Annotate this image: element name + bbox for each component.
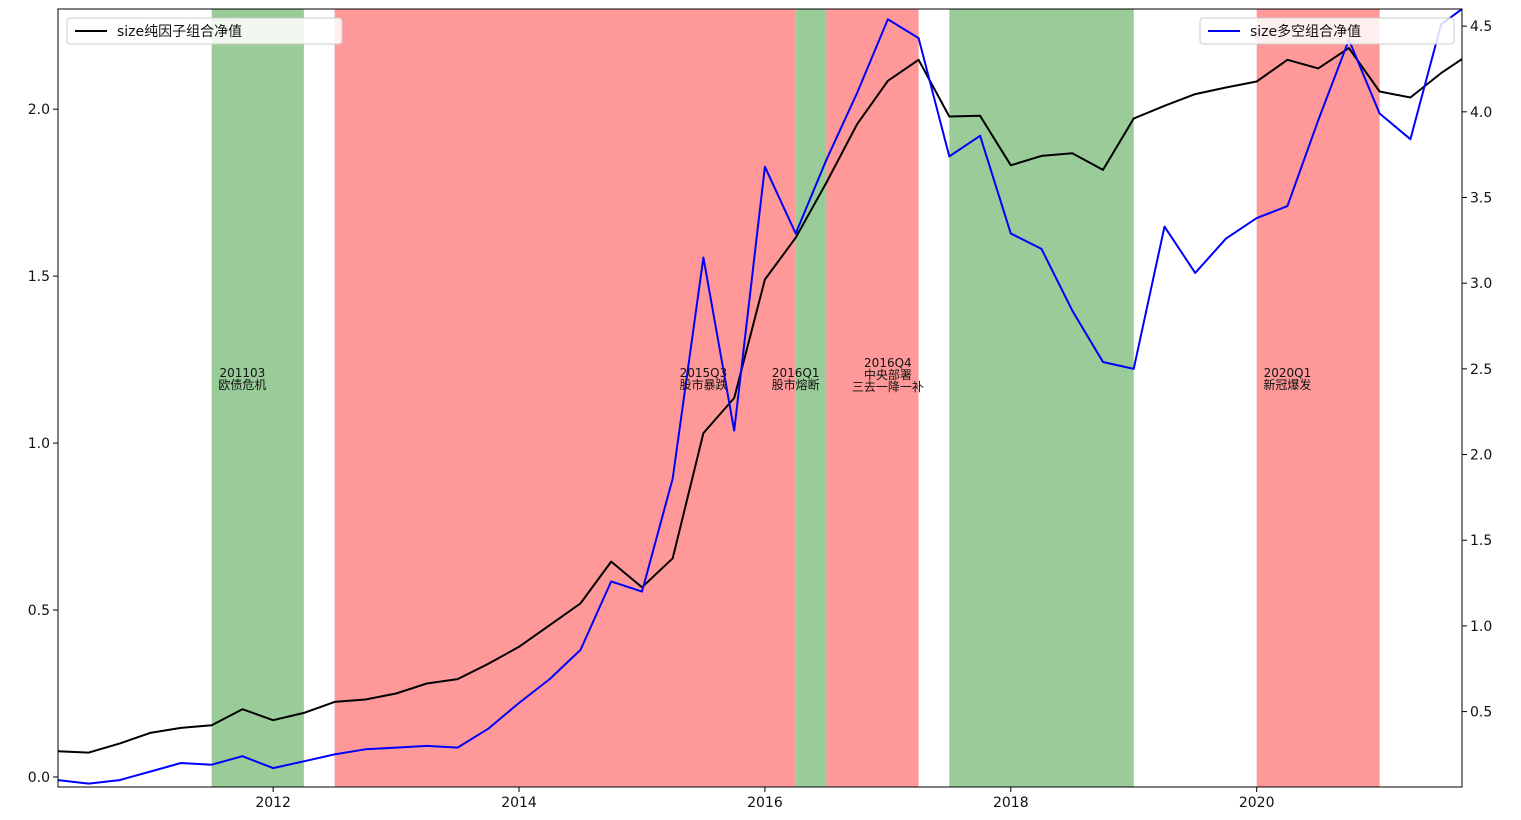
annotation-text-3-1: 中央部署: [864, 367, 912, 382]
series-line-0: [58, 47, 1462, 754]
annotation-text-3-2: 三去一降一补: [852, 380, 924, 394]
annotation-text-0-0: 201103: [220, 366, 266, 380]
regime-band-1: [334, 9, 796, 787]
x-tick-label-1: 2014: [501, 795, 537, 811]
x-tick-label-0: 2012: [255, 795, 291, 811]
annotation-text-1-1: 股市暴跌: [679, 377, 727, 392]
series-line-1: [58, 9, 1462, 785]
regime-band-2: [795, 9, 827, 787]
legend-label-1: size多空组合净值: [1250, 23, 1361, 40]
right-y-tick-label-6: 3.5: [1470, 191, 1492, 207]
regime-band-4: [949, 9, 1134, 787]
regime-band-3: [826, 9, 919, 787]
legend-box-0: [66, 17, 343, 45]
annotation-text-2-1: 股市熔断: [772, 377, 820, 392]
right-y-tick-label-2: 1.5: [1470, 533, 1492, 549]
right-y-tick-label-5: 3.0: [1470, 276, 1492, 292]
left-y-tick-label-2: 1.0: [28, 436, 50, 452]
regime-band-5: [1256, 9, 1380, 787]
left-y-tick-label-4: 2.0: [28, 102, 50, 118]
legend-1: size多空组合净值: [1199, 17, 1455, 45]
annotation-text-4-0: 2020Q1: [1264, 366, 1312, 380]
regime-band-0: [211, 9, 304, 787]
annotation-text-2-0: 2016Q1: [772, 366, 820, 380]
plot-frame: [57, 8, 1463, 788]
annotation-text-1-0: 2015Q3: [680, 366, 728, 380]
legend-label-0: size纯因子组合净值: [117, 24, 242, 40]
annotation-text-4-1: 新冠爆发: [1263, 377, 1311, 392]
plot-area: [58, 9, 1462, 787]
x-tick-label-2: 2016: [747, 795, 783, 811]
right-y-tick-label-7: 4.0: [1470, 105, 1492, 121]
annotation-text-3-0: 2016Q4: [864, 356, 912, 370]
right-y-tick-label-8: 4.5: [1470, 19, 1492, 35]
right-y-tick-label-1: 1.0: [1470, 619, 1492, 635]
legend-0: size纯因子组合净值: [66, 17, 343, 45]
right-y-tick-label-3: 2.0: [1470, 448, 1492, 464]
legend-box-1: [1199, 17, 1455, 45]
x-tick-label-3: 2018: [993, 795, 1029, 811]
annotation-text-0-1: 欧债危机: [218, 378, 266, 392]
left-y-tick-label-0: 0.0: [28, 770, 50, 786]
right-y-tick-label-4: 2.5: [1470, 362, 1492, 378]
right-y-tick-label-0: 0.5: [1470, 705, 1492, 721]
x-tick-label-4: 2020: [1239, 795, 1275, 811]
left-y-tick-label-3: 1.5: [28, 269, 50, 285]
left-y-tick-label-1: 0.5: [28, 603, 50, 619]
